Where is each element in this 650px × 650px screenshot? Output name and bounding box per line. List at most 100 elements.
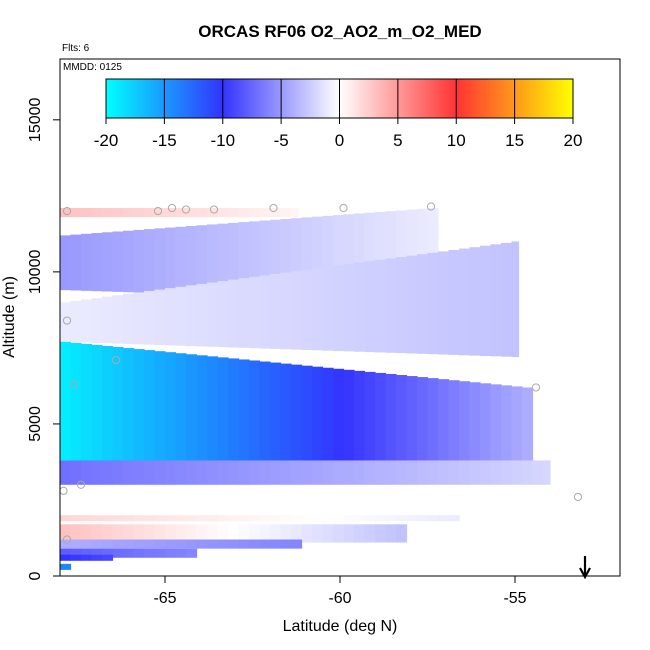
heatmap-cell <box>91 548 103 558</box>
heatmap-cell <box>144 229 156 293</box>
heatmap-cell <box>438 460 450 485</box>
heatmap-band <box>60 515 460 522</box>
heatmap-cell <box>112 347 124 462</box>
heatmap-cell <box>196 225 208 295</box>
heatmap-cell <box>375 259 387 353</box>
heatmap-cell <box>133 460 145 485</box>
heatmap-cell <box>154 460 166 485</box>
heatmap-cell <box>238 539 250 549</box>
heatmap-cell <box>301 524 313 543</box>
heatmap-cell <box>217 460 229 485</box>
heatmap-cell <box>396 524 408 543</box>
heatmap-cell <box>301 365 313 464</box>
heatmap-cell <box>238 359 250 463</box>
heatmap-cell <box>196 539 208 549</box>
heatmap-cell <box>406 376 418 465</box>
heatmap-cell <box>60 554 72 561</box>
y-tick-label: 10000 <box>27 250 44 295</box>
heatmap-cell <box>102 539 114 549</box>
heatmap-cell <box>333 368 345 465</box>
heatmap-cell <box>70 515 82 522</box>
heatmap-cell <box>207 524 219 543</box>
heatmap-cell <box>91 298 103 343</box>
heatmap-cell <box>165 352 177 462</box>
heatmap-cell <box>249 221 261 297</box>
heatmap-cell <box>91 515 103 522</box>
heatmap-cell <box>154 548 166 558</box>
heatmap-cell <box>91 539 103 549</box>
heatmap-cell <box>259 539 271 549</box>
heatmap-cell <box>480 460 492 485</box>
heatmap-cell <box>70 460 82 485</box>
heatmap-cell <box>186 460 198 485</box>
heatmap-cell <box>165 460 177 485</box>
colorbar-tick-label: 10 <box>447 131 466 150</box>
heatmap-cell <box>343 264 355 352</box>
heatmap-cell <box>438 251 450 355</box>
heatmap-cell <box>144 460 156 485</box>
heatmap-cell <box>375 524 387 543</box>
heatmap-cell <box>175 353 187 462</box>
heatmap-cell <box>280 539 292 549</box>
heatmap-cell <box>322 524 334 543</box>
heatmap-cell <box>133 229 145 293</box>
heatmap-cell <box>186 354 198 463</box>
heatmap-cell <box>60 460 72 485</box>
heatmap-cell <box>81 554 93 561</box>
heatmap-cell <box>312 460 324 485</box>
heatmap-cell <box>385 258 397 353</box>
heatmap-cell <box>154 228 166 294</box>
heatmap-cell <box>259 208 271 218</box>
heatmap-cell <box>312 268 324 351</box>
x-tick-label: -60 <box>328 590 351 607</box>
heatmap-cell <box>60 548 72 558</box>
heatmap-cell <box>154 351 166 462</box>
heatmap-cell <box>123 230 135 293</box>
heatmap-cell <box>165 539 177 549</box>
flight-point <box>111 355 121 365</box>
heatmap-cell <box>133 539 145 549</box>
heatmap-cell <box>343 214 355 300</box>
heatmap-cell <box>175 226 187 294</box>
heatmap-cell <box>532 460 544 485</box>
heatmap-cell <box>301 217 313 299</box>
flight-point <box>153 206 163 216</box>
heatmap-cell <box>469 460 481 485</box>
heatmap-cell <box>81 299 93 343</box>
heatmap-cell <box>207 515 219 522</box>
heatmap-cell <box>406 515 418 522</box>
heatmap-cell <box>333 524 345 543</box>
colorbar-tick-label: -20 <box>94 131 119 150</box>
heatmap-cell <box>312 524 324 543</box>
heatmap-cell <box>417 254 429 354</box>
heatmap-cell <box>417 515 429 522</box>
heatmap-cell <box>81 548 93 558</box>
heatmap-cell <box>501 242 513 357</box>
heatmap-cell <box>175 515 187 522</box>
heatmap-cell <box>70 524 82 543</box>
heatmap-cell <box>291 515 303 522</box>
heatmap-cell <box>511 386 523 467</box>
heatmap-cell <box>112 231 124 292</box>
heatmap-cell <box>333 460 345 485</box>
heatmap-cell <box>175 548 187 558</box>
heatmap-cell <box>186 539 198 549</box>
heatmap-cell <box>112 524 124 543</box>
heatmap-cell <box>165 288 177 346</box>
heatmap-cell <box>354 262 366 352</box>
y-tick-label: 15000 <box>27 97 44 142</box>
heatmap-cell <box>154 208 166 218</box>
heatmap-cell <box>427 460 439 485</box>
heatmap-cell <box>427 515 439 522</box>
heatmap-cell <box>406 460 418 485</box>
heatmap-cell <box>238 222 250 297</box>
heatmap-cell <box>364 212 376 301</box>
heatmap-band <box>60 208 299 218</box>
colorbar-tick-label: -10 <box>210 131 235 150</box>
heatmap-cell <box>354 370 366 465</box>
heatmap-cell <box>102 208 114 218</box>
heatmap-cell <box>102 296 114 344</box>
x-axis-label: Latitude (deg N) <box>283 618 398 635</box>
flight-point <box>531 383 541 392</box>
